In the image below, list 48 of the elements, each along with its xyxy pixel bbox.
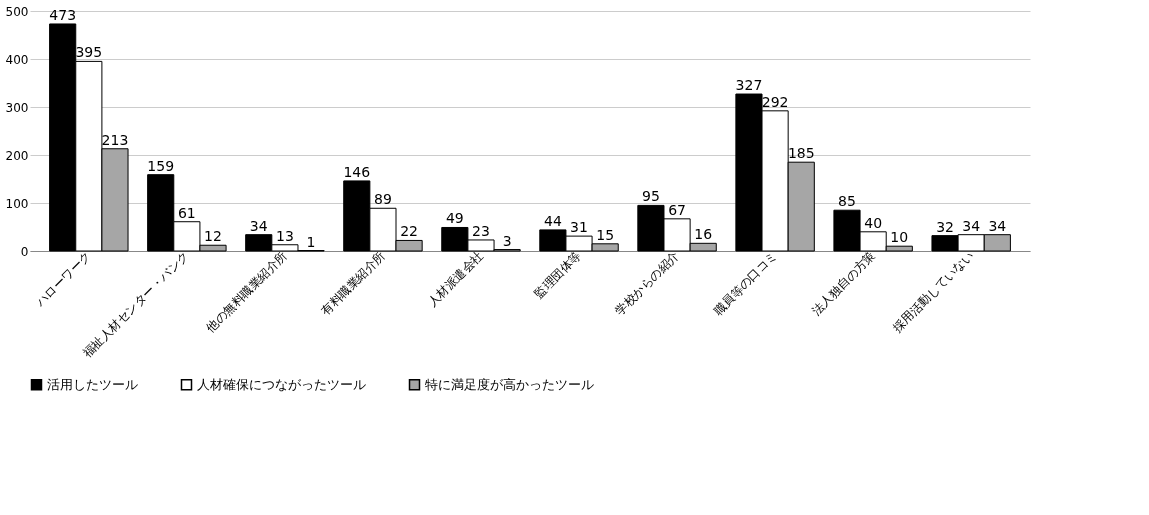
y-tick-label: 500	[5, 4, 29, 19]
y-tick-label: 300	[5, 100, 29, 115]
data-label: 292	[761, 93, 789, 110]
data-label: 16	[694, 226, 713, 243]
y-tick-label: 400	[5, 52, 29, 67]
data-label: 32	[936, 218, 954, 235]
data-label: 146	[343, 163, 371, 180]
x-tick-label: 有料職業紹介所	[318, 248, 388, 318]
x-tick-label: 職員等の口コミ	[710, 248, 781, 318]
x-tick-label: 人材派遣会社	[425, 248, 486, 310]
y-tick-label: 100	[5, 196, 29, 211]
legend-label: 特に満足度が高かったツール	[425, 376, 594, 392]
data-label: 15	[596, 226, 615, 243]
data-label: 473	[49, 6, 77, 23]
data-label: 34	[962, 217, 981, 234]
data-label: 89	[374, 191, 392, 208]
data-label: 23	[472, 222, 490, 239]
data-label: 327	[735, 77, 763, 94]
x-tick-label: 学校からの紹介	[612, 248, 683, 318]
x-tick-label: 監理団体等	[531, 248, 584, 301]
data-label: 395	[75, 44, 103, 61]
data-label: 85	[838, 193, 856, 210]
x-tick-label: 採用活動していない	[889, 248, 977, 335]
data-label: 49	[445, 210, 464, 227]
data-label: 61	[177, 204, 196, 221]
data-label: 31	[570, 219, 588, 236]
legend-label: 人材確保につながったツール	[197, 376, 366, 392]
data-label: 159	[147, 157, 175, 174]
data-label: 95	[642, 188, 660, 205]
data-label: 1	[306, 233, 316, 250]
x-tick-label: 他の無料職業紹介所	[203, 248, 290, 335]
y-tick-label: 0	[20, 244, 29, 259]
x-tick-label: ハローワーク	[32, 248, 94, 311]
data-label: 10	[890, 229, 909, 246]
data-label: 22	[400, 223, 418, 240]
data-label: 40	[864, 214, 883, 231]
data-label: 12	[204, 228, 222, 245]
data-label: 3	[502, 232, 512, 249]
x-tick-label: 法人独自の方策	[808, 248, 879, 318]
data-label: 44	[543, 212, 562, 229]
legend-label: 活用したツール	[47, 376, 138, 392]
data-label: 67	[668, 201, 686, 218]
data-label: 34	[249, 217, 268, 234]
y-tick-label: 200	[5, 148, 29, 163]
data-label: 213	[101, 131, 129, 148]
data-label: 34	[988, 217, 1007, 234]
data-label: 13	[275, 227, 294, 244]
data-label: 185	[787, 145, 815, 162]
